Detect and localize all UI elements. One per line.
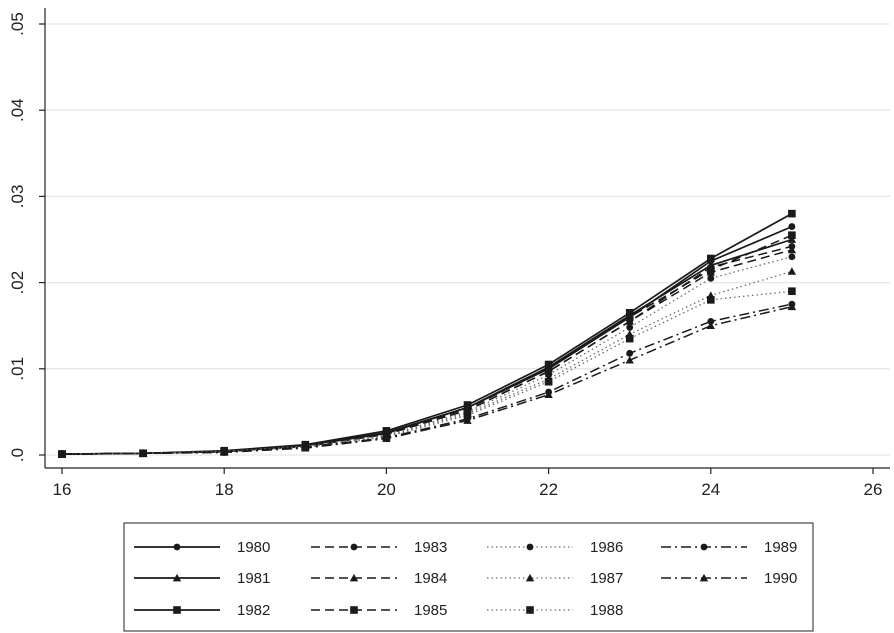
legend-box (123, 522, 814, 632)
legend-marker-1990 (699, 573, 709, 582)
data-point-1988 (625, 334, 634, 343)
data-point-1985 (544, 365, 553, 373)
x-tick-label: 22 (539, 480, 558, 499)
legend-label-1981: 1981 (237, 570, 270, 587)
legend-label-1980: 1980 (237, 539, 270, 556)
data-point-1982 (788, 209, 796, 218)
legend-label-1985: 1985 (414, 602, 447, 619)
data-point-1990 (220, 448, 229, 456)
data-point-1988 (463, 411, 472, 420)
data-point-1981 (787, 235, 797, 243)
data-point-1990 (57, 449, 67, 458)
series-line-1990 (61, 305, 793, 455)
data-point-1985 (625, 313, 634, 321)
data-point-1988 (544, 377, 553, 386)
data-point-1986 (707, 274, 715, 282)
data-point-1986 (545, 371, 553, 379)
legend-marker-1981 (172, 573, 182, 582)
data-point-1989 (707, 317, 715, 325)
data-point-1990 (382, 434, 391, 442)
data-point-1982 (625, 308, 634, 317)
data-point-1982 (707, 254, 715, 263)
legend-label-1990: 1990 (764, 570, 797, 587)
y-tick-label: .04 (8, 98, 27, 122)
legend-marker-1987 (525, 573, 535, 582)
legend-label-1986: 1986 (590, 539, 623, 556)
data-point-1984 (625, 317, 634, 325)
data-point-1990 (544, 390, 553, 399)
x-tick-label: 26 (864, 480, 883, 499)
legend-label-1988: 1988 (590, 602, 623, 619)
legend-marker-1986 (526, 543, 534, 551)
x-tick-label: 16 (53, 480, 72, 499)
data-point-1990 (301, 443, 310, 452)
legend-label-1984: 1984 (414, 570, 447, 587)
series-line-1984 (61, 249, 793, 455)
series-line-1985 (61, 234, 793, 455)
legend-marker-1982 (173, 606, 181, 614)
data-point-1990 (706, 321, 715, 330)
y-tick-label: .0 (8, 448, 27, 462)
data-point-1982 (544, 360, 553, 369)
x-tick-label: 24 (701, 480, 720, 499)
data-point-1988 (788, 287, 796, 296)
data-point-1987 (787, 267, 797, 275)
data-point-1989 (626, 349, 634, 357)
legend-label-1989: 1989 (764, 539, 797, 556)
axes: .0 .01 .02 .03 .04 .05 16 18 20 22 24 26 (8, 8, 890, 499)
y-tick-label: .05 (8, 12, 27, 36)
x-tick-label: 20 (377, 480, 396, 499)
y-tick-label: .02 (8, 271, 27, 295)
legend-marker-1988 (526, 606, 534, 614)
grid-lines (45, 23, 890, 456)
legend-marker-1989 (700, 543, 708, 551)
y-tick-label: .03 (8, 185, 27, 209)
data-point-1988 (707, 296, 715, 304)
legend-label-1982: 1982 (237, 602, 270, 619)
legend: 1980 1981 1982 1983 1984 1985 1986 1987 1988 1989… (123, 522, 814, 632)
data-point-1985 (463, 404, 472, 413)
series-line-1987 (61, 270, 793, 455)
legend-label-1983: 1983 (414, 539, 447, 556)
y-tick-label: .01 (8, 357, 27, 381)
series-line-1989 (61, 303, 793, 455)
data-point-1990 (787, 302, 797, 311)
data-point-1990 (138, 449, 148, 457)
legend-marker-1985 (350, 606, 358, 614)
data-point-1984 (787, 245, 797, 254)
series-layer (57, 209, 797, 458)
data-point-1990 (625, 356, 634, 364)
legend-marker-1980 (173, 543, 181, 551)
legend-label-1987: 1987 (590, 570, 623, 587)
data-point-1985 (788, 231, 796, 239)
legend-marker-1984 (349, 573, 359, 582)
legend-marker-1983 (350, 543, 358, 551)
data-point-1986 (788, 253, 796, 261)
data-point-1985 (707, 265, 715, 274)
data-point-1990 (463, 416, 472, 424)
x-tick-label: 18 (215, 480, 234, 499)
series-line-1982 (61, 212, 793, 455)
data-point-1980 (788, 223, 796, 230)
data-point-1986 (626, 324, 634, 331)
